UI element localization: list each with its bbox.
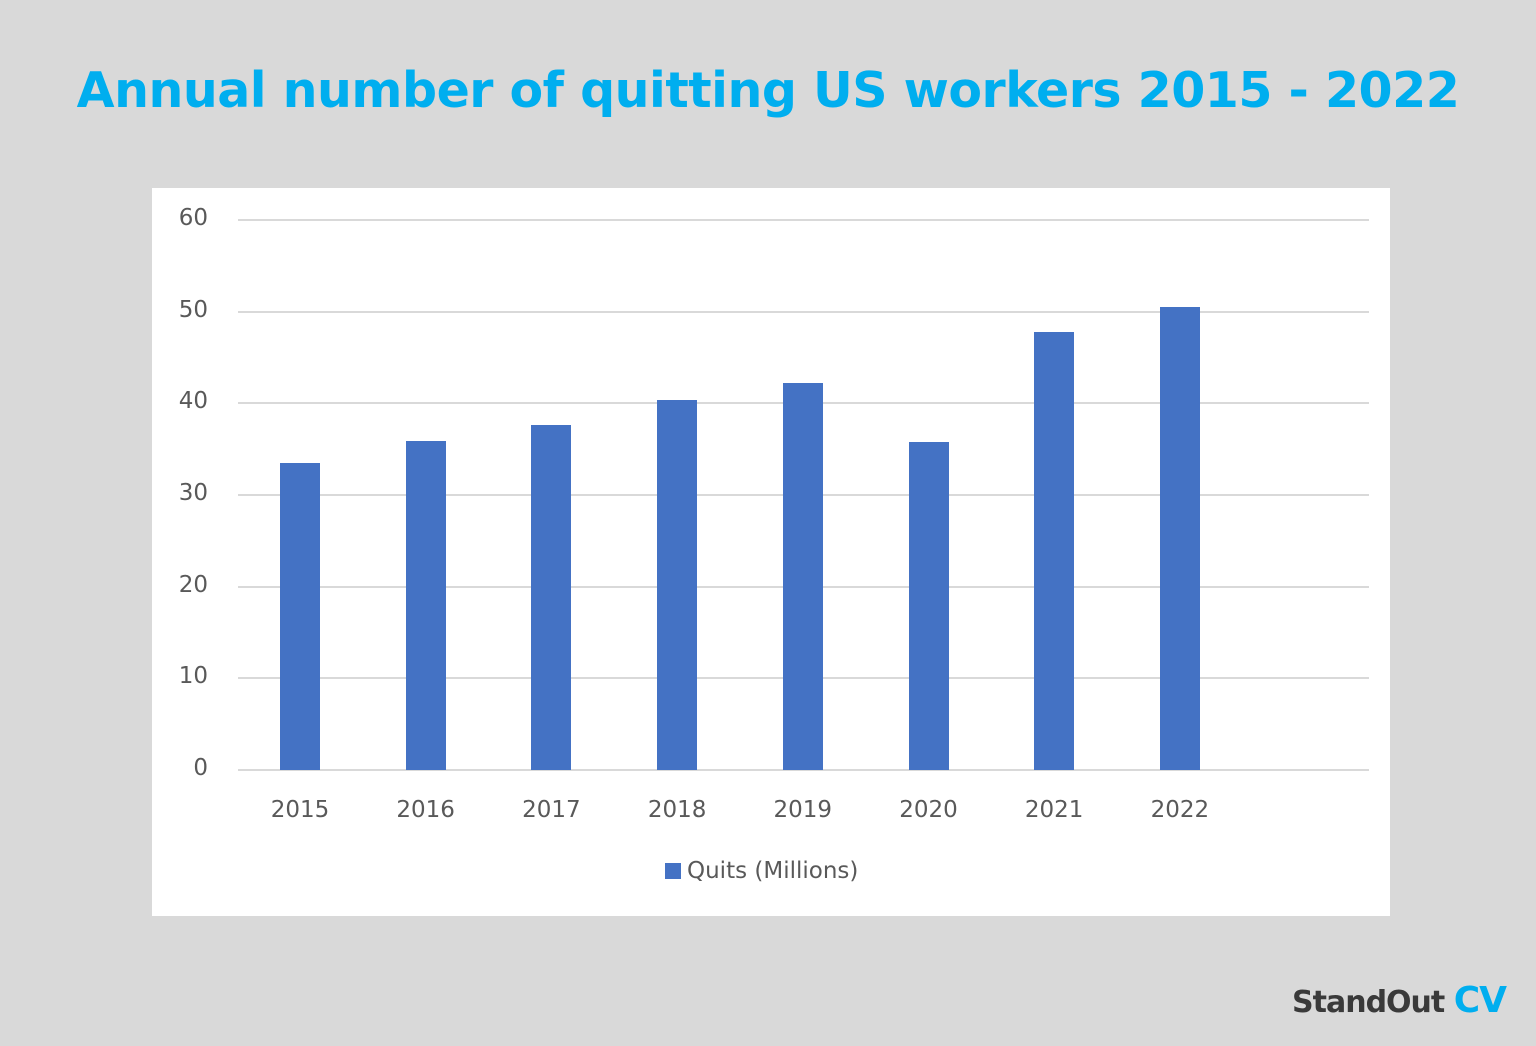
gridline [238, 219, 1369, 221]
x-tick-label: 2022 [1150, 797, 1210, 823]
chart-title: Annual number of quitting US workers 201… [76, 62, 1460, 119]
bar-2020 [908, 441, 949, 770]
brand-suffix: CV [1453, 980, 1507, 1021]
x-tick-label: 2016 [396, 797, 455, 823]
bar-2019 [782, 383, 823, 770]
gridline [238, 310, 1369, 313]
legend-label: Quits (Millions) [687, 858, 859, 884]
bar-2017 [531, 425, 572, 770]
bar-2015 [280, 462, 320, 770]
y-tick-label: 20 [178, 571, 208, 598]
y-tick-label: 30 [178, 480, 208, 506]
gridline [238, 769, 1369, 771]
y-tick-label: 50 [178, 296, 208, 323]
bar-2018 [657, 399, 698, 770]
x-tick-label: 2021 [1024, 797, 1084, 823]
brand-name: StandOut [1292, 985, 1445, 1020]
y-tick-label: 60 [178, 205, 208, 231]
brand-logo: StandOut CV [1292, 980, 1507, 1021]
legend-swatch [665, 863, 681, 879]
x-tick-label: 2017 [522, 797, 581, 823]
legend: Quits (Millions) [665, 858, 858, 884]
y-tick-label: 40 [178, 388, 208, 415]
bar-2022 [1159, 307, 1200, 770]
x-tick-label: 2015 [270, 797, 330, 823]
bar-2016 [405, 440, 446, 770]
x-tick-label: 2019 [773, 797, 833, 823]
x-tick-label: 2020 [899, 797, 958, 823]
y-tick-label: 0 [193, 755, 208, 781]
bar-2021 [1034, 331, 1075, 770]
x-tick-label: 2018 [647, 797, 707, 823]
y-tick-label: 10 [178, 663, 208, 690]
